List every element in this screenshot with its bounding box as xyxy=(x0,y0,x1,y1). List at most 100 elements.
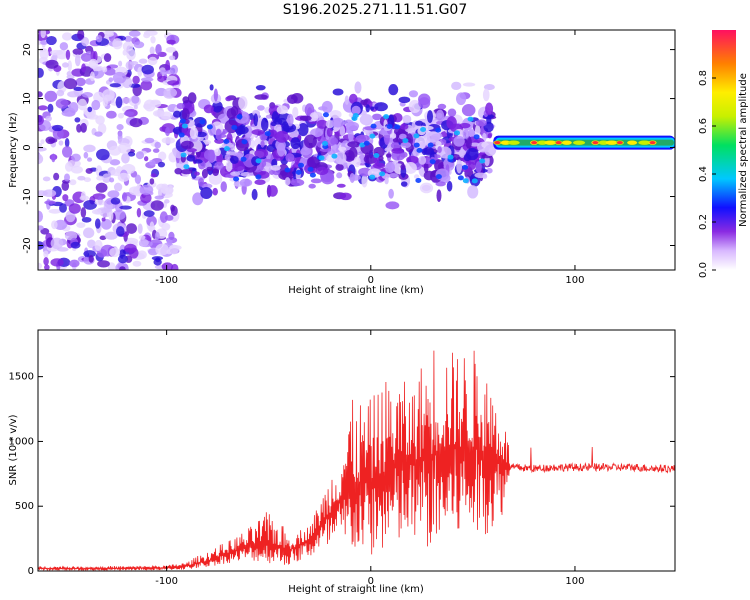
spectrogram-cell xyxy=(399,123,409,130)
spectrogram-cell xyxy=(118,60,123,67)
spectrogram-cell xyxy=(64,137,70,148)
spectrogram-cell xyxy=(400,163,406,171)
spectrogram-cell xyxy=(43,250,49,258)
spectrogram-cell xyxy=(212,168,219,176)
spectrogram-cell xyxy=(165,126,170,137)
spectrogram-cell xyxy=(38,105,48,111)
spectrogram-cell xyxy=(38,67,44,78)
spectrogram-cell xyxy=(264,131,271,137)
spectrogram-cell xyxy=(225,160,233,172)
spectrogram-cell xyxy=(400,181,408,187)
x-tick-label: 100 xyxy=(565,576,584,587)
spectrogram-cell xyxy=(384,162,396,173)
colorbar-tick-label: 0.6 xyxy=(698,118,709,134)
colorbar-tick-label: 0.8 xyxy=(698,70,709,86)
spectrogram-marks xyxy=(38,30,675,270)
spectrogram-band-peak xyxy=(561,140,572,145)
spectrogram-cell xyxy=(487,133,492,139)
spectrogram-cell xyxy=(456,92,467,106)
spectrogram-cell xyxy=(385,201,400,210)
spectrogram-cell xyxy=(475,119,487,127)
spectrogram-cell xyxy=(223,138,230,144)
spectrogram-cell xyxy=(83,151,89,159)
spectrogram-band-peak xyxy=(638,140,651,145)
spectrogram-cell xyxy=(45,115,52,122)
spectrogram-cell xyxy=(198,177,205,187)
spectrogram-cell xyxy=(269,129,277,137)
spectrogram-cell xyxy=(81,63,86,73)
spectrogram-band-peak xyxy=(592,141,599,145)
spectrogram-cell xyxy=(437,146,442,154)
spectrogram-cell xyxy=(67,159,81,168)
spectrogram-cell xyxy=(61,109,76,117)
spectrogram-cell xyxy=(74,54,81,67)
spectrogram-cell xyxy=(462,178,469,184)
spectrogram-cell xyxy=(180,140,194,150)
spectrogram-cell xyxy=(192,192,204,206)
spectrogram-cell xyxy=(394,124,401,130)
spectrogram-cell xyxy=(372,113,382,121)
spectrogram-cell xyxy=(43,257,49,266)
spectrogram-cell xyxy=(347,141,361,148)
spectrogram-cell xyxy=(53,219,68,230)
spectrogram-cell xyxy=(435,181,446,187)
spectrogram-cell xyxy=(137,223,143,234)
spectrogram-cell xyxy=(166,69,174,75)
spectrogram-cell xyxy=(138,58,148,64)
spectrogram-cell xyxy=(359,142,366,148)
spectrogram-cell xyxy=(310,178,322,184)
spectrogram-cell xyxy=(89,71,95,82)
spectrogram-cell xyxy=(363,140,370,146)
spectrogram-cell xyxy=(369,174,376,180)
spectrogram-cell xyxy=(147,56,158,66)
spectrogram-cell xyxy=(310,128,323,138)
spectrogram-cell xyxy=(299,115,312,122)
spectrogram-cell xyxy=(164,199,170,204)
spectrogram-cell xyxy=(295,169,302,175)
spectrogram-cell xyxy=(207,149,215,163)
spectrogram-cell xyxy=(66,71,72,77)
spectrogram-cell xyxy=(154,141,161,149)
spectrogram-cell xyxy=(465,136,472,149)
spectrogram-cell xyxy=(86,113,99,120)
spectrogram-cell xyxy=(59,42,69,51)
spectrogram-cell xyxy=(96,148,110,161)
spectrogram-cell xyxy=(372,162,386,169)
spectrogram-cell xyxy=(435,140,442,148)
spectrogram-cell xyxy=(73,86,84,91)
spectrogram-cell xyxy=(339,125,346,137)
spectrogram-cell xyxy=(354,81,362,94)
spectrogram-cell xyxy=(67,60,72,72)
spectrogram-cell xyxy=(45,59,59,69)
spectrogram-cell xyxy=(276,142,286,157)
spectrogram-cell xyxy=(359,114,374,126)
spectrogram-cell xyxy=(398,96,411,104)
spectrogram-cell xyxy=(475,161,482,174)
spectrogram-cell xyxy=(457,175,464,181)
colorbar-label: Normalized spectral amplitude xyxy=(738,73,749,227)
spectrogram-cell xyxy=(273,118,283,125)
spectrogram-cell xyxy=(408,99,421,114)
spectrogram-cell xyxy=(154,231,160,240)
spectrogram-cell xyxy=(154,195,164,200)
spectrogram-cell xyxy=(139,184,154,195)
spectrogram-cell xyxy=(339,192,352,201)
spectrogram-cell xyxy=(467,116,474,122)
spectrogram-cell xyxy=(109,159,121,166)
spectrogram-cell xyxy=(70,241,81,249)
spectrogram-cell xyxy=(159,211,168,223)
spectrogram-frame xyxy=(37,29,676,271)
spectrogram-cell xyxy=(75,77,86,87)
spectrogram-cell xyxy=(385,153,392,158)
spectrogram-cell xyxy=(157,161,166,168)
spectrogram-cell xyxy=(77,30,85,40)
spectrogram-cell xyxy=(94,239,103,252)
spectrogram-cell xyxy=(386,123,393,129)
spectrogram-cell xyxy=(112,38,123,50)
spectrogram-cell xyxy=(168,244,179,255)
spectrogram-cell xyxy=(435,127,442,133)
spectrogram-xlabel: Height of straight line (km) xyxy=(288,285,424,296)
spectrogram-cell xyxy=(361,174,368,188)
spectrogram-cell xyxy=(486,167,493,174)
spectrogram-cell xyxy=(64,173,70,182)
